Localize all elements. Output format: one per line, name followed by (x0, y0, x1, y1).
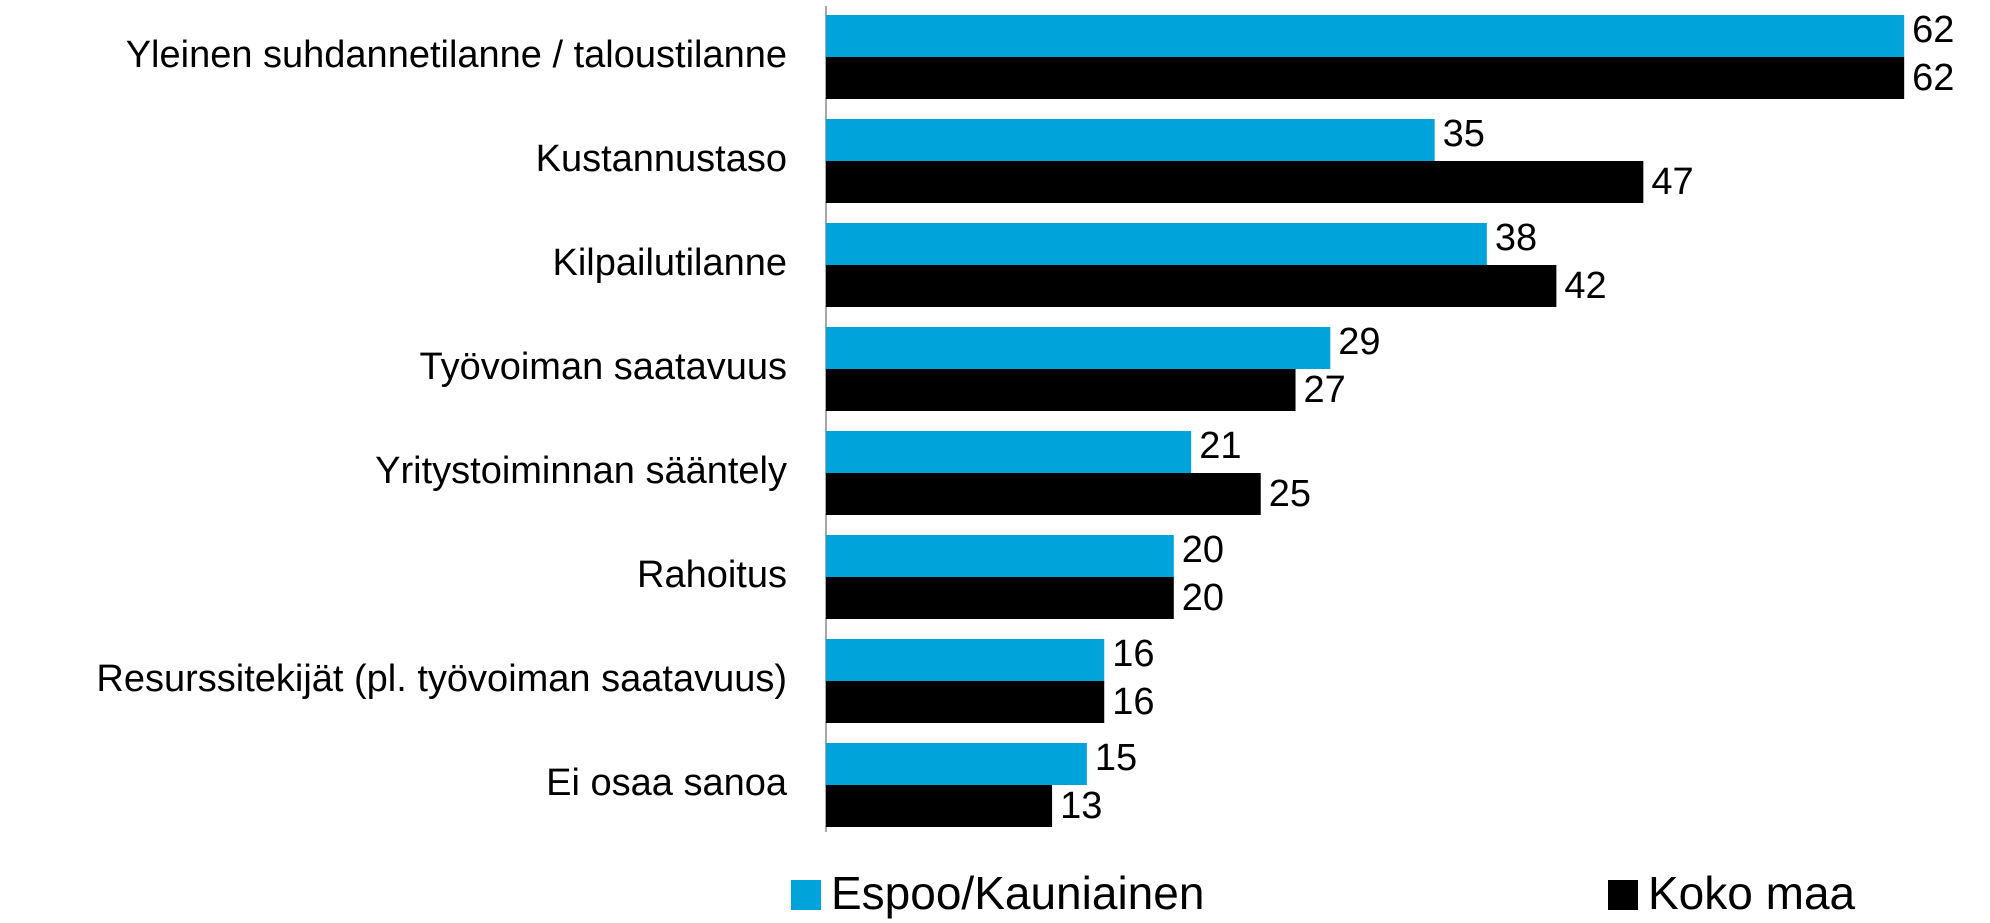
data-label: 15 (1095, 737, 1137, 779)
legend-label: Espoo/Kauniainen (831, 867, 1204, 919)
data-label: 20 (1182, 577, 1224, 619)
data-label: 16 (1112, 633, 1154, 675)
data-label: 27 (1304, 369, 1346, 411)
data-label: 20 (1182, 529, 1224, 571)
bar (826, 577, 1174, 619)
data-label: 35 (1443, 113, 1485, 155)
data-label: 62 (1912, 9, 1954, 51)
data-label: 42 (1564, 265, 1606, 307)
bar (826, 161, 1644, 203)
bar (826, 785, 1053, 827)
bar (826, 369, 1296, 411)
category-label: Yleinen suhdannetilanne / taloustilanne (126, 34, 787, 76)
data-label: 47 (1651, 161, 1693, 203)
category-label: Työvoiman saatavuus (419, 346, 787, 388)
legend-label: Koko maa (1648, 867, 1856, 919)
data-label: 13 (1060, 785, 1102, 827)
bar (826, 327, 1331, 369)
bar (826, 57, 1905, 99)
bar (826, 119, 1435, 161)
bar (826, 431, 1192, 473)
bar (826, 223, 1487, 265)
bar (826, 265, 1557, 307)
bar (826, 473, 1261, 515)
bar (826, 15, 1905, 57)
data-label: 38 (1495, 217, 1537, 259)
bar (826, 639, 1105, 681)
bar (826, 681, 1105, 723)
data-label: 21 (1199, 425, 1241, 467)
category-label: Kustannustaso (536, 138, 787, 180)
bar (826, 535, 1174, 577)
category-label: Rahoitus (637, 554, 787, 596)
data-label: 29 (1338, 321, 1380, 363)
legend-swatch (791, 880, 821, 910)
bar (826, 743, 1087, 785)
data-label: 16 (1112, 681, 1154, 723)
category-label: Yritystoiminnan sääntely (375, 450, 787, 492)
legend-swatch (1608, 880, 1638, 910)
data-label: 62 (1912, 57, 1954, 99)
category-label: Kilpailutilanne (553, 242, 788, 284)
data-label: 25 (1269, 473, 1311, 515)
category-label: Ei osaa sanoa (546, 762, 788, 804)
category-label: Resurssitekijät (pl. työvoiman saatavuus… (96, 658, 787, 700)
